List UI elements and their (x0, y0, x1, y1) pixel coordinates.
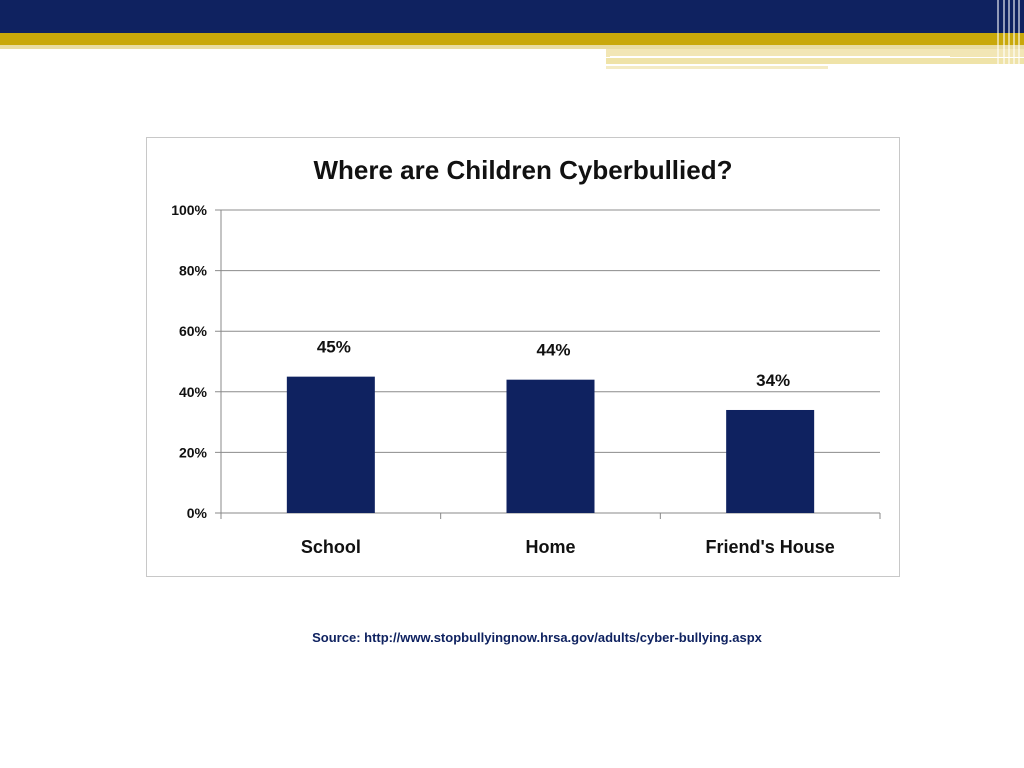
data-label: 45% (317, 338, 351, 357)
y-tick-label: 100% (171, 202, 207, 218)
header-bar-navy (0, 0, 1024, 33)
header-bar-gold (0, 33, 1024, 45)
bar (726, 409, 815, 513)
header-accent-line (610, 56, 950, 58)
y-tick-label: 40% (179, 384, 208, 400)
bar (506, 379, 595, 513)
source-line: Source: http://www.stopbullyingnow.hrsa.… (0, 629, 1024, 647)
bar (286, 376, 375, 513)
bar-chart-plot: 0% 20% 40% 60% 80% 100% 45% School 44% Home 34% Fri… (171, 202, 881, 557)
y-tick-label: 20% (179, 444, 208, 460)
x-category-label: School (301, 537, 361, 557)
header-accent-stripe (606, 49, 1024, 57)
chart-title: Where are Children Cyberbullied? (313, 155, 733, 185)
data-label: 44% (536, 341, 570, 360)
x-category-label: Home (525, 537, 575, 557)
data-label: 34% (756, 371, 790, 390)
header-accent-stripe (606, 58, 1024, 64)
header-vertical-stripes (994, 0, 1024, 70)
header-accent-stripe (606, 66, 828, 69)
source-text: Source: http://www.stopbullyingnow.hrsa.… (312, 630, 762, 645)
x-category-label: Friend's House (706, 537, 835, 557)
header-bar-gold-light (0, 45, 1024, 49)
y-tick-label: 60% (179, 323, 208, 339)
y-tick-label: 0% (187, 505, 208, 521)
y-tick-label: 80% (179, 263, 208, 279)
